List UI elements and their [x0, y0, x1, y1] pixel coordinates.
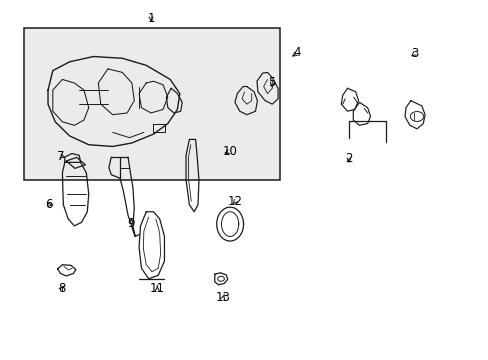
Text: 10: 10: [222, 145, 237, 158]
Text: 4: 4: [293, 46, 300, 59]
Text: 11: 11: [149, 282, 164, 295]
Text: 3: 3: [410, 47, 417, 60]
Text: 2: 2: [345, 152, 352, 165]
Text: 13: 13: [216, 291, 230, 303]
Text: 12: 12: [227, 195, 242, 208]
Text: 1: 1: [147, 12, 155, 25]
Bar: [24, 28, 280, 180]
Text: 8: 8: [58, 282, 65, 295]
Text: 6: 6: [45, 198, 53, 211]
Text: 9: 9: [127, 217, 135, 230]
Text: 7: 7: [57, 149, 64, 162]
Text: 5: 5: [268, 76, 275, 90]
